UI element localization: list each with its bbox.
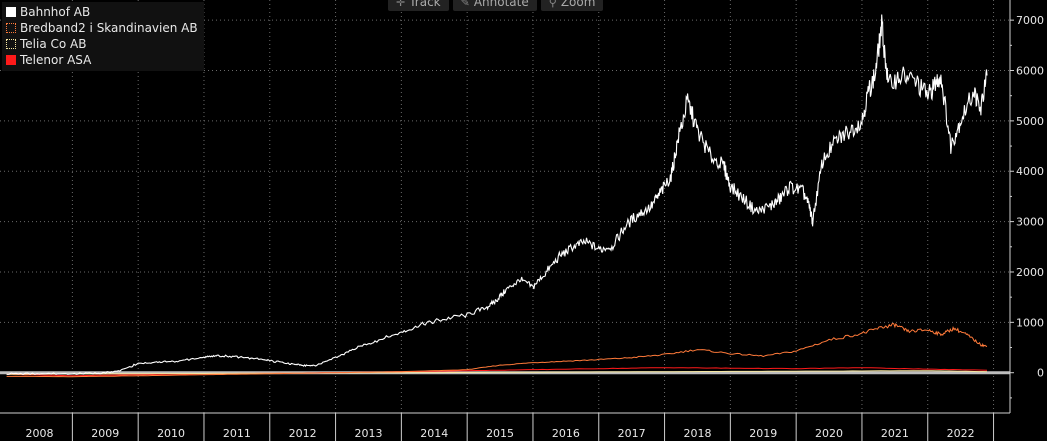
legend-item[interactable]: Telenor ASA: [6, 52, 198, 68]
x-tick-label: 2013: [354, 427, 382, 440]
y-tick-label: 7000: [1016, 14, 1044, 27]
x-axis: 2008 2009 2010 2011 2012 2013 2014 2015 2016 2017…: [0, 412, 1010, 441]
x-tick-label: 2010: [157, 427, 185, 440]
legend-label: Bredband2 i Skandinavien AB: [20, 21, 198, 35]
legend-item[interactable]: Bahnhof AB: [6, 4, 198, 20]
y-tick-label: 5000: [1016, 115, 1044, 128]
pencil-icon: ✎: [460, 0, 470, 9]
x-tick-label: 2022: [947, 427, 975, 440]
x-tick-label: 2021: [881, 427, 909, 440]
y-axis-strip: [1010, 0, 1047, 441]
legend-swatch: [6, 39, 16, 49]
y-tick-label: 4000: [1016, 165, 1044, 178]
x-tick-label: 2012: [289, 427, 317, 440]
x-tick-label: 2008: [25, 427, 53, 440]
x-tick-label: 2017: [618, 427, 646, 440]
legend-label: Bahnhof AB: [20, 5, 91, 19]
crosshair-icon: ✛: [396, 0, 406, 9]
legend-swatch: [6, 55, 16, 65]
annotate-label: Annotate: [473, 0, 529, 9]
legend: Bahnhof AB Bredband2 i Skandinavien AB T…: [2, 2, 204, 71]
x-tick-label: 2014: [420, 427, 448, 440]
grid: [0, 0, 1010, 413]
x-tick-label: 2016: [552, 427, 580, 440]
y-tick-label: 6000: [1016, 65, 1044, 78]
series-layer: [6, 14, 988, 378]
y-tick-label: 2000: [1016, 266, 1044, 279]
chart-toolbar: ✛ Track ✎ Annotate ⚲ Zoom: [388, 0, 604, 11]
annotate-button[interactable]: ✎ Annotate: [452, 0, 537, 11]
legend-label: Telia Co AB: [20, 37, 87, 51]
legend-swatch: [6, 23, 16, 33]
zoom-button[interactable]: ⚲ Zoom: [540, 0, 604, 11]
magnifier-icon: ⚲: [548, 0, 557, 9]
legend-item[interactable]: Bredband2 i Skandinavien AB: [6, 20, 198, 36]
legend-swatch: [6, 7, 16, 17]
y-tick-label: 3000: [1016, 216, 1044, 229]
series-line: [6, 367, 988, 377]
y-tick-label: 1000: [1016, 316, 1044, 329]
track-label: Track: [409, 0, 441, 9]
series-line: [6, 370, 988, 375]
series-line: [6, 322, 988, 378]
x-tick-label: 2020: [815, 427, 843, 440]
zoom-label: Zoom: [560, 0, 596, 9]
track-button[interactable]: ✛ Track: [388, 0, 449, 11]
y-tick-label: 0: [1037, 367, 1044, 380]
x-tick-label: 2015: [486, 427, 514, 440]
x-tick-label: 2018: [683, 427, 711, 440]
legend-label: Telenor ASA: [20, 53, 92, 67]
x-tick-label: 2011: [223, 427, 251, 440]
x-tick-label: 2009: [91, 427, 119, 440]
series-line: [6, 14, 988, 376]
x-tick-label: 2019: [749, 427, 777, 440]
y-axis: 0 1000 2000 3000 4000 5000 6000 7000: [1009, 0, 1047, 441]
legend-item[interactable]: Telia Co AB: [6, 36, 198, 52]
